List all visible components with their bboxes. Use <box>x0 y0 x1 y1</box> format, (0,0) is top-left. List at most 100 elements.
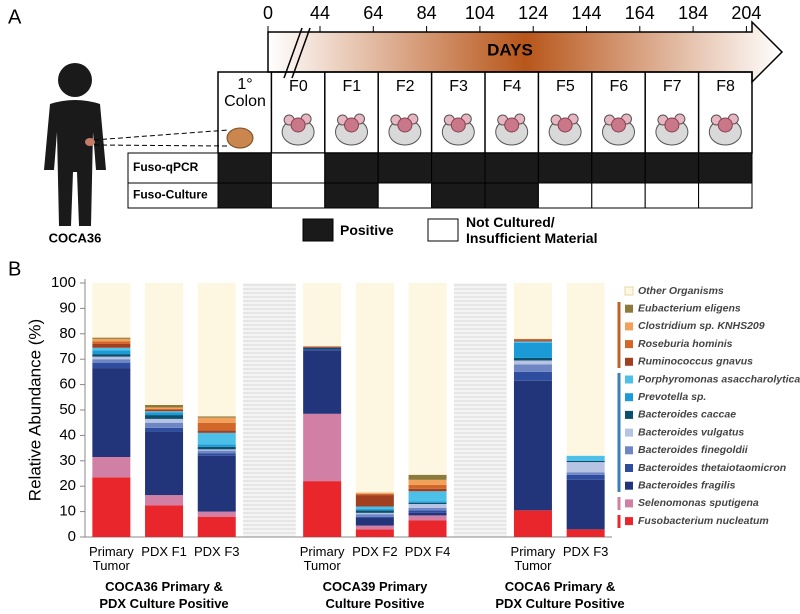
bar-segment <box>513 380 552 511</box>
bar-segment <box>145 427 184 432</box>
connector <box>93 144 229 147</box>
mouse-tumor <box>504 117 520 133</box>
legend-label: Other Organisms <box>638 285 724 297</box>
legend-swatch <box>625 340 633 349</box>
legend-swatch <box>625 304 633 313</box>
assay-cell <box>537 182 593 209</box>
legend-swatch <box>624 286 634 296</box>
x-tick-label: PDX F4 <box>404 544 451 559</box>
assay-cell <box>324 182 379 209</box>
bar-segment <box>513 510 552 537</box>
axis-break <box>283 27 303 79</box>
group-label: COCA36 Primary & <box>105 579 223 594</box>
assay-label-box <box>127 152 219 184</box>
bar-segment <box>513 357 552 361</box>
connector <box>93 129 229 141</box>
legend-swatch <box>625 357 633 366</box>
bar-segment <box>145 283 184 405</box>
legend-label: Bacteroides thetaiotaomicron <box>638 462 786 474</box>
bar-segment <box>408 283 447 475</box>
bar-segment <box>145 422 184 428</box>
bar-segment <box>303 283 342 347</box>
bar-segment <box>197 446 236 450</box>
bar-segment <box>566 462 605 473</box>
assay-cell <box>270 152 326 184</box>
bar-segment <box>355 516 394 518</box>
mouse-tumor <box>611 117 626 133</box>
bar-segment <box>355 493 394 496</box>
bar-segment <box>145 404 184 408</box>
bar-segment <box>303 347 342 350</box>
status-label: Not Cultured/ Insufficient Material <box>466 214 598 246</box>
bar-segment <box>303 413 342 482</box>
bar-segment <box>197 511 236 517</box>
bar-segment <box>145 415 184 419</box>
mouse-tumor <box>557 117 573 133</box>
bar-segment <box>408 520 447 537</box>
assay-cell <box>217 152 272 184</box>
bar-segment <box>513 340 552 342</box>
mouse-tumor <box>664 117 680 133</box>
bar-segment <box>355 529 394 537</box>
legend-swatch <box>625 446 633 455</box>
bar-segment <box>197 432 236 445</box>
assay-cell <box>377 152 433 184</box>
bar-segment <box>197 453 236 456</box>
gap-hatch <box>243 283 296 537</box>
y-axis-label: Relative Abundance (%) <box>25 319 44 501</box>
mouse-tumor <box>397 117 413 133</box>
bar-segment <box>408 488 447 492</box>
bar-segment <box>408 502 447 504</box>
status-label: Positive <box>340 222 394 238</box>
legend-swatch <box>625 375 633 384</box>
bar-segment <box>92 477 131 537</box>
legend-swatch <box>625 481 633 490</box>
bar-segment <box>513 338 552 341</box>
tumor-site <box>85 138 95 146</box>
legend-label: Prevotella sp. <box>638 391 706 403</box>
assay-cell <box>431 182 486 209</box>
bar-segment <box>355 509 394 511</box>
bar-segment <box>566 460 605 463</box>
bar-segment <box>566 472 605 475</box>
y-tick-label: 30 <box>59 452 76 469</box>
y-tick-label: 90 <box>59 299 76 316</box>
timeline-tick-label: 124 <box>518 3 548 23</box>
bar-segment <box>197 449 236 451</box>
bar-segment <box>303 481 342 537</box>
legend-label: Porphyromonas asaccharolytica <box>638 373 800 385</box>
subject-label: COCA36 <box>49 230 102 245</box>
sample-label: F3 <box>449 78 468 95</box>
bar-segment <box>92 456 131 478</box>
group-label: PDX Culture Positive <box>495 596 625 611</box>
group-label: Culture Positive <box>325 596 425 611</box>
bar-segment <box>513 371 552 381</box>
assay-cell <box>537 152 593 184</box>
assay-label: Fuso-Culture <box>133 188 208 202</box>
bar-segment <box>566 529 605 537</box>
bar-segment <box>197 416 236 418</box>
y-tick-label: 0 <box>68 528 76 545</box>
bar-segment <box>355 525 394 530</box>
sample-label: F1 <box>342 78 362 95</box>
bar-segment <box>92 338 131 342</box>
timeline-tick-label: 0 <box>263 3 273 23</box>
assay-cell <box>270 182 326 209</box>
bar-segment <box>92 341 131 344</box>
assay-cell <box>644 182 700 209</box>
legend-swatch <box>625 517 633 526</box>
mouse-tumor <box>450 117 466 133</box>
bar-segment <box>145 410 184 412</box>
assay-cell <box>484 152 539 184</box>
panel-label: A <box>8 6 22 28</box>
legend-swatch <box>625 393 633 402</box>
legend-label: Fusobacterium nucleatum <box>638 515 769 527</box>
bar-segment <box>408 503 447 508</box>
legend-swatch <box>625 428 633 437</box>
bar-segment <box>145 411 184 413</box>
bar-segment <box>92 343 131 348</box>
bar-segment <box>566 479 605 530</box>
bar-segment <box>408 510 447 513</box>
